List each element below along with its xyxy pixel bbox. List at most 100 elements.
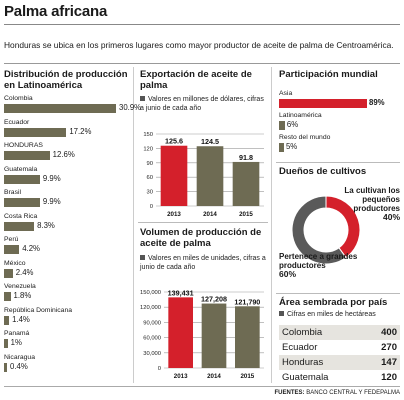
exp-bar <box>232 161 260 206</box>
dist-value: 2.4% <box>15 267 34 277</box>
dist-bar <box>4 104 116 113</box>
part-label: Latinoamérica <box>279 112 322 119</box>
donut-slice <box>291 195 347 265</box>
exp-y-tick: 90 <box>147 161 153 167</box>
exp-x-tick: 2013 <box>167 211 181 218</box>
area-value: 270 <box>381 342 397 353</box>
duenos-small-value: 40% <box>382 212 400 222</box>
duenos-small-label: La cultivan los pequeños productores <box>344 186 400 213</box>
duenos-rule <box>276 293 400 294</box>
duenos-large-label-group: Pertenece a grandes productores 60% <box>279 252 359 279</box>
participacion-title: Participación mundial <box>279 69 378 80</box>
dist-bar <box>4 221 35 231</box>
vol-bar <box>235 306 260 368</box>
dist-value: 12.6% <box>52 150 75 159</box>
exp-data-label: 124.5 <box>201 137 219 146</box>
dist-value: 0.4% <box>10 361 28 371</box>
dist-label: Costa Rica <box>4 212 38 220</box>
participacion-rule <box>276 162 400 163</box>
vol-y-tick: 120,000 <box>140 305 161 311</box>
volumen-title: Volumen de producción de aceite de palma <box>140 227 262 249</box>
volumen-note-text: Valores en miles de unidades, cifras a j… <box>140 255 266 271</box>
dist-value: 1.4% <box>12 314 30 324</box>
volumen-chart: 150,000 120,000 90,000 60,000 30,000 0 139,431… <box>140 288 264 380</box>
vol-x-tick: 2013 <box>174 373 188 380</box>
area-row: Ecuador 270 <box>279 340 400 355</box>
area-country: Honduras <box>282 357 324 368</box>
exp-data-label: 125.6 <box>165 137 183 146</box>
area-country: Guatemala <box>282 372 329 383</box>
dist-value: 1% <box>10 338 22 347</box>
subtitle-rule <box>4 63 400 64</box>
distribucion-chart: Colombia 30.9% Ecuador 17.2% HONDURAS 12.6% Gu… <box>4 95 141 380</box>
duenos-title: Dueños de cultivos <box>279 166 367 177</box>
column-divider-2 <box>271 67 272 383</box>
footer-text: BANCO CENTRAL Y FEDEPALMA <box>306 390 400 396</box>
dist-label: México <box>4 259 26 267</box>
bullet-icon <box>140 96 145 101</box>
exportacion-chart: 150 120 90 60 30 0 125.6 2013 124.5 2014 91.8 2015 <box>143 132 264 218</box>
dist-label: Guatemala <box>4 165 38 173</box>
exp-y-tick: 150 <box>143 132 153 138</box>
dist-bar <box>4 151 50 160</box>
vol-data-label: 121,790 <box>234 297 260 306</box>
dist-value: 4.2% <box>22 244 40 253</box>
area-note: Cifras en miles de hectáreas <box>279 310 400 319</box>
area-row: Honduras 147 <box>279 355 400 370</box>
title-rule <box>4 24 400 25</box>
part-value: 5% <box>285 142 298 151</box>
exp-bar <box>196 146 224 206</box>
dist-bar <box>4 245 20 254</box>
area-value: 400 <box>381 327 397 338</box>
dist-bar <box>4 362 7 372</box>
exp-x-tick: 2014 <box>203 211 217 218</box>
part-bar <box>279 121 285 130</box>
exp-data-label: 91.8 <box>239 153 253 162</box>
exp-y-tick: 0 <box>150 204 153 210</box>
dist-label: Perú <box>4 236 19 243</box>
vol-x-tick: 2015 <box>240 373 254 380</box>
dist-label: Nicaragua <box>4 353 35 361</box>
part-value: 6% <box>286 120 299 129</box>
exportacion-note: Valores en millones de dólares, cifras a… <box>140 95 268 113</box>
page-subtitle: Honduras se ubica en los primeros lugare… <box>4 40 394 50</box>
participacion-chart: Asia 89% Latinoamérica 6% Resto del mundo 5% <box>279 90 400 160</box>
dist-label: Brasil <box>4 189 21 196</box>
exportacion-title: Exportación de aceite de palma <box>140 69 252 91</box>
footer-label: FUENTES: <box>274 390 305 396</box>
dist-bar <box>4 292 11 301</box>
dist-bar <box>4 127 67 137</box>
exp-y-tick: 120 <box>143 146 153 152</box>
part-label: Asia <box>279 90 293 97</box>
footer-rule <box>4 386 400 387</box>
volumen-note: Valores en miles de unidades, cifras a j… <box>140 254 268 272</box>
dist-label: Venezuela <box>4 283 36 290</box>
area-note-text: Cifras en miles de hectáreas <box>287 311 376 318</box>
area-value: 120 <box>381 372 397 383</box>
bullet-icon <box>140 255 145 260</box>
footer-sources: FUENTES: BANCO CENTRAL Y FEDEPALMA <box>275 390 400 396</box>
dist-bar <box>4 268 13 278</box>
area-row: Guatemala 120 <box>279 370 400 385</box>
vol-y-tick: 30,000 <box>143 351 161 357</box>
distribucion-title: Distribución de producción en Latinoamér… <box>4 69 128 91</box>
dist-label: República Dominicana <box>4 306 73 314</box>
dist-value: 9.9% <box>42 173 61 183</box>
dist-value: 1.8% <box>13 291 32 300</box>
dist-bar <box>4 198 40 207</box>
vol-y-tick: 60,000 <box>143 336 161 342</box>
exportacion-note-text: Valores en millones de dólares, cifras a… <box>140 96 264 112</box>
duenos-large-value: 60% <box>279 269 297 279</box>
part-label: Resto del mundo <box>279 134 331 141</box>
dist-label: Ecuador <box>4 118 30 126</box>
vol-bar <box>168 297 193 368</box>
vol-data-label: 127,208 <box>201 295 227 304</box>
dist-value: 30.9% <box>119 103 142 112</box>
dist-bar <box>4 315 10 325</box>
vol-y-tick: 90,000 <box>143 320 161 326</box>
part-bar <box>279 143 284 152</box>
dist-value: 8.3% <box>37 220 55 230</box>
exp-x-tick: 2015 <box>239 211 253 218</box>
part-bar <box>279 99 367 108</box>
exp-y-tick: 60 <box>147 175 153 181</box>
